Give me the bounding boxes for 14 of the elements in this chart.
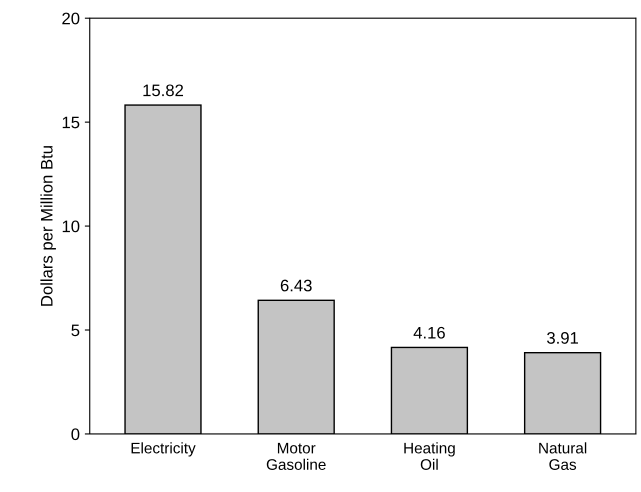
y-tick-label: 10 <box>62 220 80 232</box>
data-label: 3.91 <box>547 332 578 344</box>
y-tick-label: 5 <box>71 324 80 336</box>
x-tick-label: Motor Gasoline <box>266 442 326 470</box>
data-label: 4.16 <box>414 326 445 339</box>
y-tick-label: 0 <box>71 428 80 440</box>
x-tick-label: Natural Gas <box>539 442 586 470</box>
data-label: 6.43 <box>280 280 312 292</box>
y-tick-label: 20 <box>62 12 80 24</box>
y-axis-title: Dollars per Million Btu <box>40 146 56 306</box>
x-tick-label: Heating Oil <box>404 442 455 470</box>
x-tick-label: Electricity <box>132 442 196 457</box>
data-label: 15.82 <box>143 84 184 96</box>
y-tick-label: 15 <box>62 116 80 128</box>
